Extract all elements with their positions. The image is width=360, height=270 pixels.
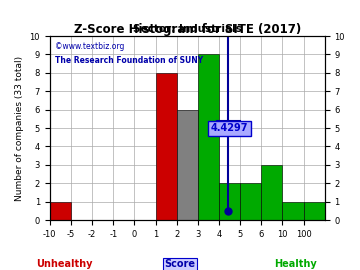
Text: Sector: Industrials: Sector: Industrials (133, 24, 242, 34)
Title: Z-Score Histogram for SITE (2017): Z-Score Histogram for SITE (2017) (74, 23, 301, 36)
Text: Healthy: Healthy (274, 259, 316, 269)
Bar (156, 73, 177, 220)
Text: ©www.textbiz.org: ©www.textbiz.org (55, 42, 125, 50)
Text: Unhealthy: Unhealthy (37, 259, 93, 269)
Text: The Research Foundation of SUNY: The Research Foundation of SUNY (55, 56, 203, 65)
Bar (261, 165, 283, 220)
Text: Score: Score (165, 259, 195, 269)
Text: 4.4297: 4.4297 (211, 123, 248, 133)
Bar (283, 202, 303, 220)
Y-axis label: Number of companies (33 total): Number of companies (33 total) (15, 56, 24, 201)
Bar (303, 202, 325, 220)
Bar (240, 183, 261, 220)
Bar (50, 202, 71, 220)
Bar (219, 183, 240, 220)
Bar (177, 110, 198, 220)
Bar (198, 55, 219, 220)
